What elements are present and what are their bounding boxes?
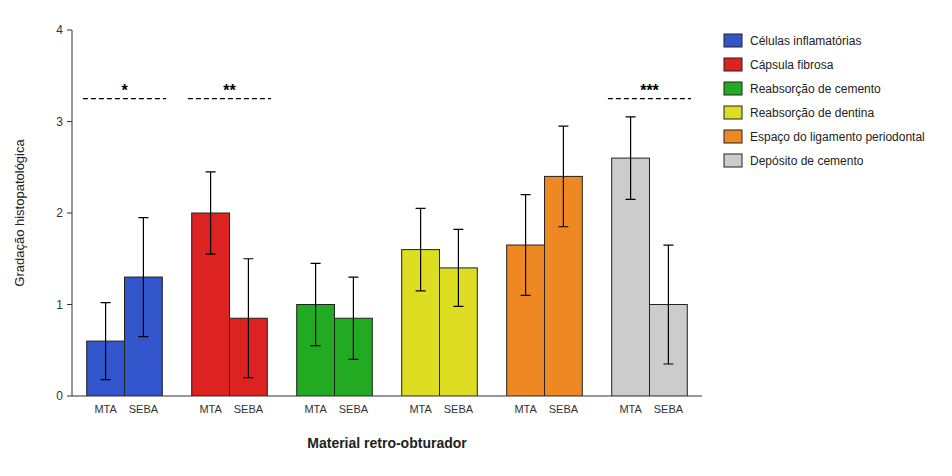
legend-swatch [724,130,742,143]
x-axis-title: Material retro-obturador [307,435,467,451]
legend-swatch [724,82,742,95]
significance-label: ** [223,82,236,99]
chart: 0 1 2 3 4 MTA SEBA MTA SEBA MTA SEBA MTA SEBA MTA SEBA… [0,0,952,476]
error-bar [663,245,673,364]
x-axis-line [72,396,702,397]
error-bar [138,218,148,337]
y-tick [67,213,72,214]
bars [87,117,688,396]
legend-label: Reabsorção de dentina [750,106,874,120]
y-axis: 0 1 2 3 4 [56,23,72,403]
legend-swatch [724,106,742,119]
error-bar [311,263,321,345]
x-tick-label: SEBA [339,403,369,415]
legend-label: Depósito de cemento [750,154,864,168]
y-axis-title: Gradação histopatológica [12,139,27,287]
x-tick-label: SEBA [549,403,579,415]
x-tick-label: MTA [304,403,327,415]
x-tick-label: MTA [409,403,432,415]
x-tick-label: MTA [94,403,117,415]
x-tick-labels: MTA SEBA MTA SEBA MTA SEBA MTA SEBA MTA SEBA MTA SE… [94,403,683,415]
error-bar [626,117,636,199]
legend-label: Reabsorção de cemento [750,82,881,96]
x-tick-label: MTA [199,403,222,415]
annotations: ****** [83,82,691,99]
y-tick-label: 1 [56,298,63,312]
significance-label: * [121,82,128,99]
x-tick-label: SEBA [129,403,159,415]
error-bar [243,259,253,378]
y-tick-label: 2 [56,206,63,220]
y-tick-label: 3 [56,115,63,129]
error-bar [416,208,426,290]
legend-label: Cápsula fibrosa [750,58,834,72]
x-tick-label: SEBA [234,403,264,415]
y-axis-line [72,30,73,396]
y-tick [67,304,72,305]
x-tick-label: MTA [619,403,642,415]
y-tick [67,396,72,397]
error-bar [558,126,568,227]
error-bar [521,195,531,296]
legend-swatch [724,58,742,71]
legend-label: Espaço do ligamento periodontal [750,130,925,144]
error-bar [206,172,216,254]
x-tick-label: SEBA [654,403,684,415]
legend-swatch [724,154,742,167]
error-bar [101,303,111,380]
x-tick-label: SEBA [444,403,474,415]
y-tick-label: 0 [56,389,63,403]
error-bar [348,277,358,359]
x-tick-label: MTA [514,403,537,415]
significance-label: *** [640,82,659,99]
legend-swatch [724,34,742,47]
y-tick-label: 4 [56,23,63,37]
error-bar [453,229,463,306]
y-tick [67,30,72,31]
y-tick [67,121,72,122]
legend: Células inflamatórias Cápsula fibrosa Reab… [724,34,925,168]
legend-label: Células inflamatórias [750,34,861,48]
